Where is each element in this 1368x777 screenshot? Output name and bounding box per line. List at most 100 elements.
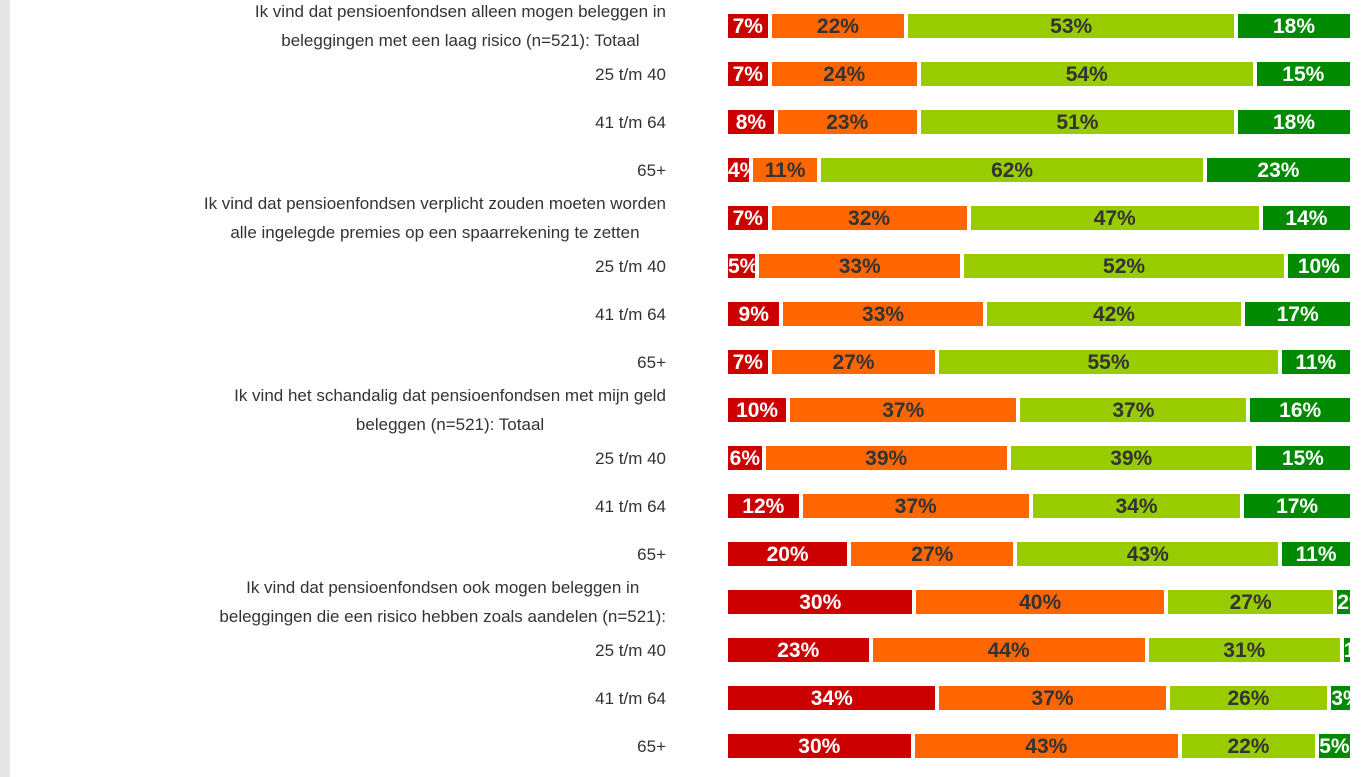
bar-segment: 8% <box>728 110 778 134</box>
value-label: 42% <box>1092 303 1135 326</box>
bar-segment: 24% <box>771 62 921 86</box>
category-label-box: 41 t/m 64 <box>595 290 666 338</box>
bar-segment: 39% <box>1010 446 1256 470</box>
value-label: 62% <box>991 159 1034 182</box>
value-label: 15% <box>1282 63 1325 86</box>
category-label-box: 41 t/m 64 <box>595 482 666 530</box>
bar-row: 34% 37% 26% 3% <box>728 686 1350 710</box>
value-label: 26% <box>1227 687 1270 710</box>
value-label: 7% <box>732 351 763 374</box>
bar-segment: 18% <box>1238 110 1350 134</box>
value-label: 22% <box>1227 735 1270 758</box>
bar-segment: 62% <box>821 158 1207 182</box>
bar-segment: 44% <box>872 638 1149 662</box>
category-label-box: 25 t/m 40 <box>595 50 666 98</box>
bar-row: 30% 43% 22% 5% <box>728 734 1350 758</box>
value-label: 3% <box>1331 687 1350 710</box>
value-label: 11% <box>1295 351 1337 374</box>
value-label: 18% <box>1272 15 1315 38</box>
value-label: 6% <box>729 447 761 470</box>
value-label: 17% <box>1276 495 1319 518</box>
value-label: 33% <box>838 255 881 278</box>
value-label: 37% <box>1112 399 1155 422</box>
bar-row: 30% 40% 27% 2% <box>728 590 1350 614</box>
category-label: 65+ <box>637 736 666 756</box>
bar-row: 12% 37% 34% 17% <box>728 494 1350 518</box>
bar-segment: 33% <box>783 302 987 326</box>
category-label: 25 t/m 40 <box>595 64 666 84</box>
value-label: 37% <box>894 495 937 518</box>
category-label-box: Ik vind het schandalig dat pensioenfonds… <box>234 386 666 434</box>
value-label: 24% <box>823 63 866 86</box>
value-label: 39% <box>865 447 908 470</box>
bar-segment: 37% <box>939 686 1170 710</box>
bar-row: 8% 23% 51% 18% <box>728 110 1350 134</box>
bar-row: 6% 39% 39% 15% <box>728 446 1350 470</box>
category-label-box: Ik vind dat pensioenfondsen ook mogen be… <box>219 578 666 626</box>
bar-segment: 51% <box>920 110 1239 134</box>
bar-segment: 20% <box>728 542 852 566</box>
value-label: 7% <box>732 15 763 38</box>
value-label: 23% <box>777 639 820 662</box>
value-label: 16% <box>1279 399 1322 422</box>
value-label: 27% <box>832 351 875 374</box>
bar-segment: 11% <box>752 158 822 182</box>
bar-segment: 3% <box>1331 686 1350 710</box>
value-label: 51% <box>1056 111 1099 134</box>
value-label: 44% <box>987 639 1030 662</box>
bar-segment: 23% <box>777 110 921 134</box>
value-label: 33% <box>862 303 905 326</box>
value-label: 2% <box>1337 591 1350 614</box>
category-label: 65+ <box>637 352 666 372</box>
bar-segment: 22% <box>1182 734 1319 758</box>
value-label: 20% <box>766 543 809 566</box>
value-label: 7% <box>732 63 763 86</box>
bar-segment: 30% <box>728 734 915 758</box>
category-label: 41 t/m 64 <box>595 304 666 324</box>
bar-segment: 7% <box>728 206 772 230</box>
bar-segment: 37% <box>802 494 1033 518</box>
bar-row: 10% 37% 37% 16% <box>728 398 1350 422</box>
category-label: 25 t/m 40 <box>595 256 666 276</box>
bar-row: 9% 33% 42% 17% <box>728 302 1350 326</box>
bar-segment: 34% <box>1032 494 1245 518</box>
value-label: 32% <box>848 207 891 230</box>
bar-segment: 12% <box>728 494 803 518</box>
bar-segment: 47% <box>970 206 1263 230</box>
bar-segment: 55% <box>939 350 1282 374</box>
value-label: 54% <box>1065 63 1108 86</box>
bar-segment: 22% <box>771 14 909 38</box>
bar-segment: 5% <box>728 254 760 278</box>
bar-row: 7% 27% 55% 11% <box>728 350 1350 374</box>
value-label: 34% <box>1115 495 1158 518</box>
bar-row: 23% 44% 31% 1% <box>728 638 1350 662</box>
category-label: 65+ <box>637 544 666 564</box>
value-label: 10% <box>1297 255 1340 278</box>
bar-segment: 52% <box>964 254 1288 278</box>
value-label: 37% <box>1031 687 1074 710</box>
bar-segment: 7% <box>728 62 772 86</box>
value-label: 4% <box>728 159 749 182</box>
value-label: 37% <box>882 399 925 422</box>
bar-segment: 11% <box>1281 350 1350 374</box>
bar-segment: 9% <box>728 302 784 326</box>
value-label: 55% <box>1087 351 1130 374</box>
bar-segment: 7% <box>728 350 772 374</box>
value-label: 40% <box>1019 591 1062 614</box>
bar-segment: 7% <box>728 14 772 38</box>
bar-segment: 16% <box>1250 398 1350 422</box>
bar-row: 5% 33% 52% 10% <box>728 254 1350 278</box>
bar-segment: 15% <box>1256 62 1350 86</box>
bar-segment: 15% <box>1255 446 1350 470</box>
value-label: 10% <box>736 399 779 422</box>
bar-segment: 27% <box>1167 590 1338 614</box>
value-label: 7% <box>732 207 763 230</box>
value-label: 52% <box>1103 255 1146 278</box>
value-label: 14% <box>1285 207 1328 230</box>
category-label: 41 t/m 64 <box>595 496 666 516</box>
bar-segment: 6% <box>728 446 766 470</box>
bar-segment: 11% <box>1282 542 1350 566</box>
value-label: 12% <box>742 495 785 518</box>
value-label: 23% <box>826 111 869 134</box>
